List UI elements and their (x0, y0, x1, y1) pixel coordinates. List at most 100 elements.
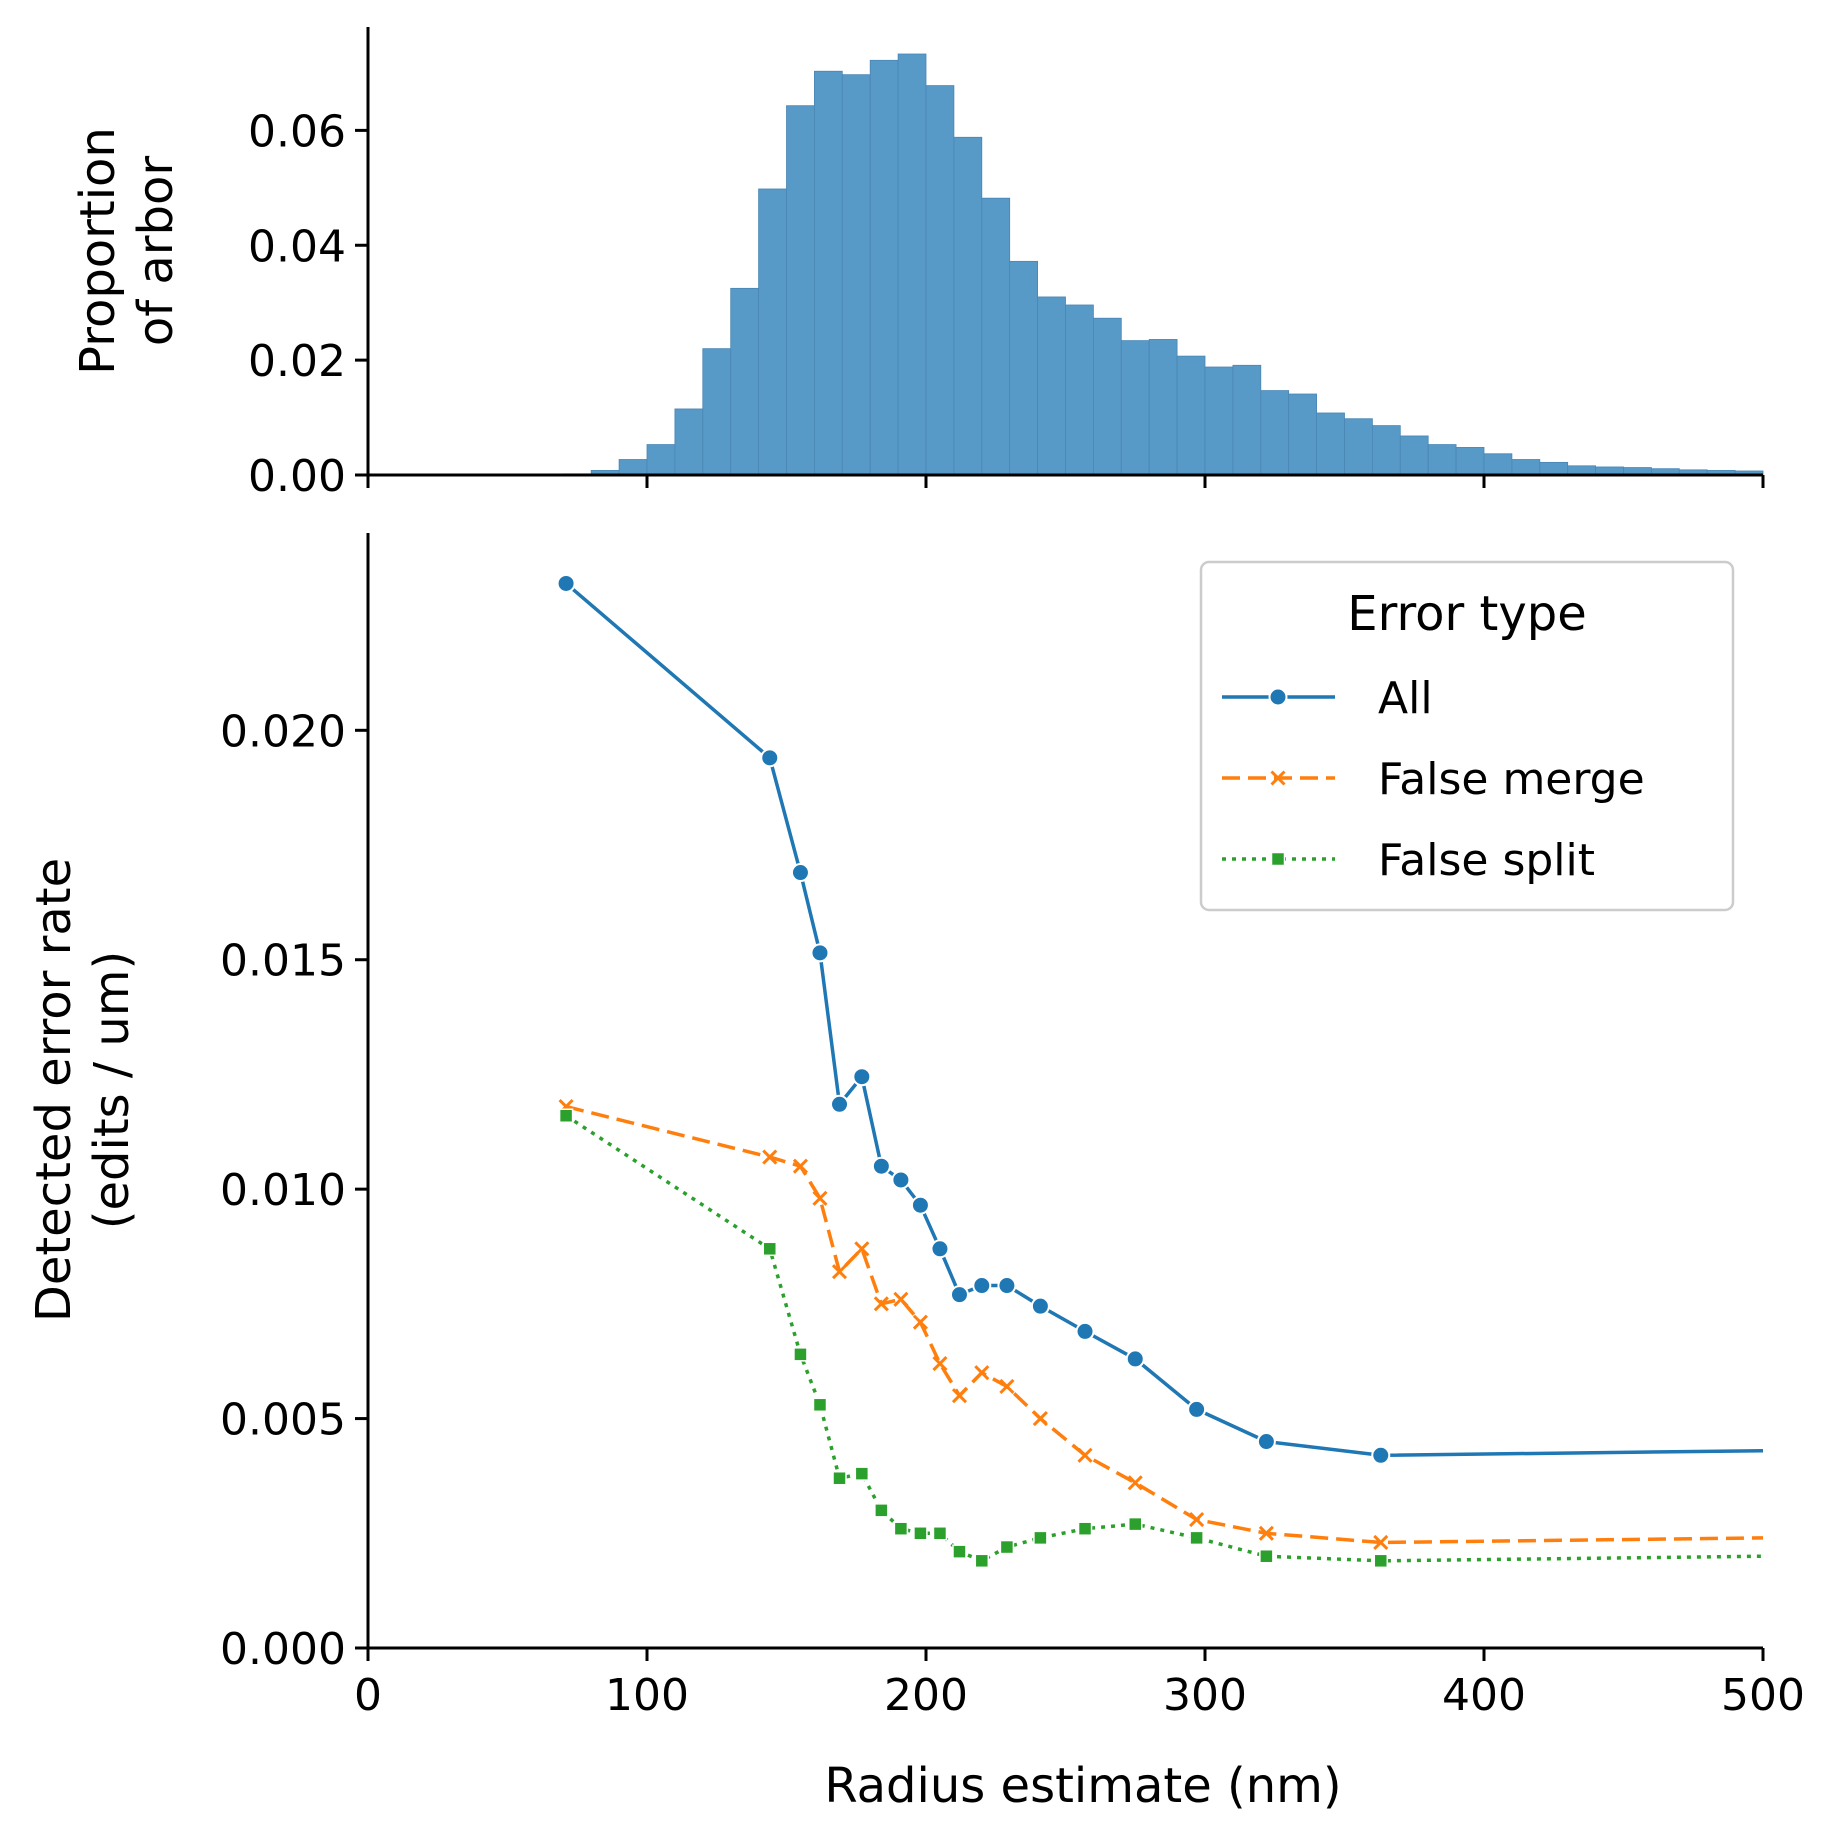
histogram-bar (1427, 444, 1457, 476)
top-x-ticks (366, 475, 1765, 488)
bottom-y-tick-label: 0.010 (220, 1165, 346, 1216)
histogram-bar (981, 197, 1011, 476)
data-point (1259, 1548, 1274, 1564)
legend-marker (1270, 770, 1286, 786)
data-point (793, 1347, 808, 1362)
bottom-y-tick-label: 0.020 (220, 706, 346, 757)
data-point (762, 1149, 778, 1165)
top-y-axis-label-line: Proportion (70, 127, 126, 375)
data-point (812, 1397, 828, 1413)
histogram-bar (1093, 317, 1122, 476)
data-point (792, 1158, 809, 1174)
error-rate-panel: 0.000 0.005 0.010 0.015 0.020 0 100 200 300 400 5… (26, 533, 1805, 1814)
top-y-ticks: 0.00 0.02 0.04 0.06 (248, 106, 368, 502)
data-point (873, 1296, 889, 1312)
legend-label: False split (1378, 835, 1595, 886)
histogram-bar (1399, 435, 1429, 476)
data-point (1189, 1530, 1204, 1546)
histogram-bar (953, 136, 983, 476)
data-point (1187, 1399, 1207, 1419)
data-point (760, 748, 780, 768)
histogram-bar (1260, 390, 1290, 476)
top-y-tick-label: 0.06 (248, 106, 346, 157)
data-point (997, 1276, 1017, 1296)
histogram-bar (897, 53, 927, 476)
data-point (999, 1378, 1015, 1395)
data-point (1371, 1445, 1391, 1465)
data-point (830, 1094, 850, 1114)
data-point (556, 573, 576, 593)
x-tick-label: 100 (605, 1670, 689, 1721)
data-point (1256, 1432, 1276, 1452)
series-markers (556, 573, 1391, 1569)
legend-marker (1268, 687, 1288, 707)
data-point (1127, 1475, 1143, 1491)
histogram-bar (1511, 459, 1541, 476)
legend: Error type All False merge False split (1199, 560, 1735, 912)
histogram-bar (1037, 296, 1066, 476)
data-point (893, 1291, 909, 1307)
data-point (1077, 1521, 1093, 1536)
x-axis-label: Radius estimate (nm) (824, 1758, 1341, 1814)
data-point (1373, 1534, 1389, 1551)
histogram-bar (841, 74, 871, 476)
data-point (910, 1195, 930, 1215)
data-point (1030, 1296, 1050, 1316)
data-point (1075, 1321, 1095, 1341)
histogram-bar (1204, 366, 1234, 476)
top-y-tick-label: 0.02 (248, 336, 346, 387)
top-y-axis-label-line: of arbor (128, 156, 184, 347)
bottom-y-axis-label-line: Detected error rate (26, 858, 82, 1322)
histogram-bar (1344, 418, 1373, 476)
data-point (810, 943, 830, 963)
data-point (999, 1539, 1015, 1555)
legend-label: False merge (1378, 754, 1645, 805)
bottom-x-ticks: 0 100 200 300 400 500 (354, 1648, 1805, 1721)
legend-label: All (1378, 673, 1433, 724)
series-line-all (564, 582, 1764, 1458)
data-point (974, 1553, 990, 1569)
histogram-bar (1316, 412, 1345, 476)
histogram-bars (562, 53, 1764, 476)
data-point (852, 1067, 872, 1087)
data-point (790, 863, 810, 883)
data-point (893, 1521, 909, 1536)
histogram-bar (618, 459, 648, 476)
bottom-y-ticks: 0.000 0.005 0.010 0.015 0.020 (220, 706, 368, 1675)
histogram-bar (702, 348, 732, 476)
data-point (558, 1108, 574, 1123)
data-point (831, 1264, 848, 1280)
data-point (832, 1470, 847, 1486)
x-tick-label: 500 (1721, 1670, 1805, 1721)
data-point (913, 1526, 928, 1541)
histogram-panel: 0.00 0.02 0.04 0.06 Proportionof arbor (70, 27, 1765, 502)
histogram-bar (1539, 461, 1569, 476)
data-point (932, 1526, 948, 1541)
data-point (932, 1355, 948, 1372)
data-point (812, 1190, 828, 1206)
histogram-bar (1009, 260, 1039, 476)
histogram-bar (1483, 453, 1513, 476)
histogram-bar (925, 85, 955, 476)
legend-frame (1199, 560, 1735, 912)
data-point (912, 1314, 928, 1330)
data-point (951, 1388, 968, 1404)
data-point (854, 1466, 870, 1481)
bottom-y-tick-label: 0.005 (220, 1395, 346, 1446)
legend-entries: All False merge False split (1222, 673, 1645, 886)
x-tick-label: 0 (354, 1670, 382, 1721)
histogram-bar (1232, 364, 1262, 476)
legend-marker (1270, 851, 1286, 867)
histogram-bar (1288, 393, 1317, 476)
data-point (1032, 1411, 1048, 1427)
data-point (972, 1276, 992, 1296)
top-y-tick-label: 0.00 (248, 451, 346, 502)
histogram-bar (1065, 304, 1094, 476)
histogram-bar (674, 408, 704, 476)
series-lines (564, 582, 1764, 1563)
data-point (871, 1156, 891, 1176)
bottom-y-tick-label: 0.000 (220, 1624, 346, 1675)
bottom-y-axis-label-line: (edits / um) (84, 951, 140, 1229)
x-tick-label: 300 (1163, 1670, 1247, 1721)
